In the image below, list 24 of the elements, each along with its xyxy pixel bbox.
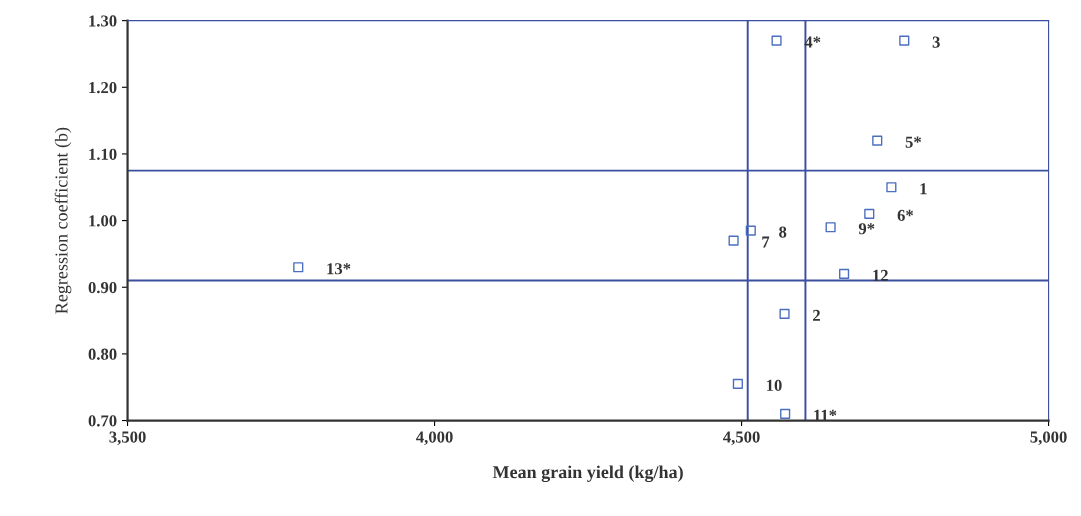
annotation: 13* [327,263,351,275]
annotation: 12 [873,269,888,281]
y-tick-label: 0.70 [88,415,117,427]
annotation: 9* [858,223,875,235]
y-tick-label: 1.10 [89,148,117,160]
x-tick-label: 4,000 [416,431,453,446]
y-tick-label: 1.00 [89,215,117,227]
x-tick-label: 4,500 [723,431,760,446]
annotation: 3 [932,36,940,48]
x-tick-label: 5,000 [1030,431,1067,446]
annotation: 6* [897,209,914,222]
y-tick-label: 0.80 [88,348,117,360]
annotation: 1 [920,183,927,195]
annotation: 7 [762,236,770,248]
annotation: 2 [813,309,820,321]
x-axis-title: Mean grain yield (kg/ha) [492,465,683,483]
y-tick-label: 1.20 [89,81,117,94]
y-tick-label: 1.30 [89,15,117,27]
y-tick-label: 0.90 [88,281,117,294]
y-axis-title: Regression coefficient (b) [54,127,72,314]
annotation: 8 [779,226,787,238]
annotation: 10 [767,379,782,391]
x-tick-label: 3,500 [109,431,146,446]
annotation: 5* [905,136,922,148]
